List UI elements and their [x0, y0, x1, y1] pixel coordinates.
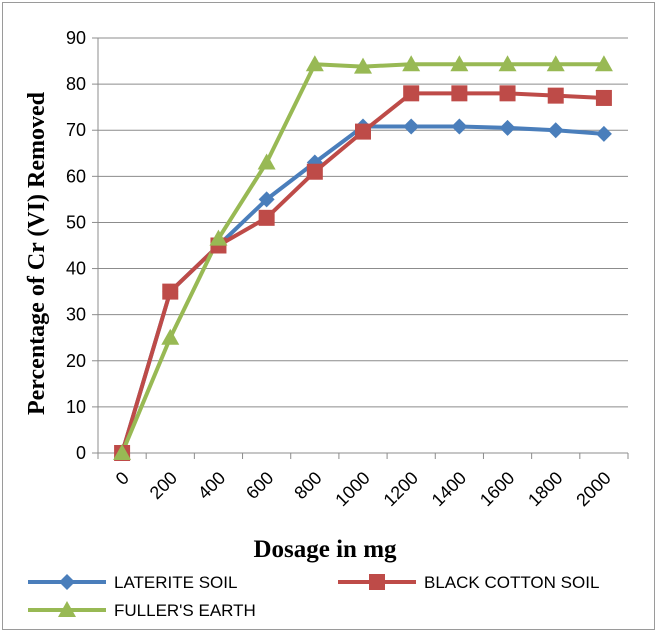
- data-point-square: [355, 123, 371, 140]
- data-point-diamond: [59, 574, 75, 590]
- data-point-square: [162, 283, 179, 300]
- data-point-square: [306, 163, 323, 180]
- data-point-triangle: [257, 153, 276, 170]
- data-point-square: [547, 87, 564, 104]
- y-tick-label: 60: [66, 166, 86, 186]
- data-point-diamond: [499, 119, 516, 136]
- y-tick-label: 80: [66, 74, 86, 94]
- legend-label: LATERITE SOIL: [114, 573, 237, 592]
- data-point-triangle: [354, 57, 372, 74]
- data-point-triangle: [209, 229, 228, 246]
- x-tick-label: 0: [112, 468, 133, 489]
- data-point-square: [403, 85, 420, 102]
- data-point-triangle: [594, 55, 613, 72]
- data-point-square: [451, 85, 468, 102]
- data-point-triangle: [450, 55, 469, 72]
- data-point-triangle: [402, 55, 421, 72]
- x-tick-label: 600: [242, 468, 277, 503]
- x-tick-label: 2000: [572, 468, 614, 510]
- y-tick-label: 20: [66, 351, 86, 371]
- y-tick-label: 10: [66, 397, 86, 417]
- data-point-triangle: [113, 444, 132, 460]
- series-line: [120, 91, 605, 454]
- x-tick-label: 1200: [380, 468, 422, 510]
- y-tick-label: 0: [76, 443, 86, 463]
- data-point-diamond: [258, 191, 275, 208]
- data-point-diamond: [547, 122, 564, 139]
- data-point-triangle: [58, 601, 76, 617]
- y-tick-label: 90: [66, 28, 86, 48]
- data-point-square: [595, 89, 612, 106]
- data-point-triangle: [498, 55, 517, 72]
- y-tick-label: 50: [66, 212, 86, 232]
- x-tick-label: 200: [146, 468, 181, 503]
- data-point-triangle: [546, 55, 565, 72]
- legend-label: BLACK COTTON SOIL: [424, 573, 599, 592]
- x-axis-title: Dosage in mg: [253, 536, 397, 563]
- x-tick-label: 1400: [428, 468, 470, 510]
- y-tick-label: 30: [66, 305, 86, 325]
- data-point-triangle: [305, 55, 324, 72]
- y-tick-label: 70: [66, 120, 86, 140]
- data-point-diamond: [595, 125, 612, 142]
- y-axis-title: Percentage of Cr (VI) Removed: [24, 91, 50, 415]
- y-tick-label: 40: [66, 259, 86, 279]
- legend-label: FULLER'S EARTH: [114, 601, 256, 620]
- x-tick-label: 800: [290, 468, 325, 503]
- x-tick-label: 1800: [524, 468, 566, 510]
- data-point-diamond: [451, 118, 468, 135]
- data-point-square: [258, 209, 275, 226]
- x-tick-label: 1000: [331, 468, 373, 510]
- x-tick-label: 1600: [476, 468, 518, 510]
- x-tick-label: 400: [194, 468, 229, 503]
- data-point-square: [499, 85, 516, 102]
- data-point-diamond: [403, 118, 420, 135]
- data-point-square: [369, 574, 385, 590]
- data-point-triangle: [161, 328, 180, 345]
